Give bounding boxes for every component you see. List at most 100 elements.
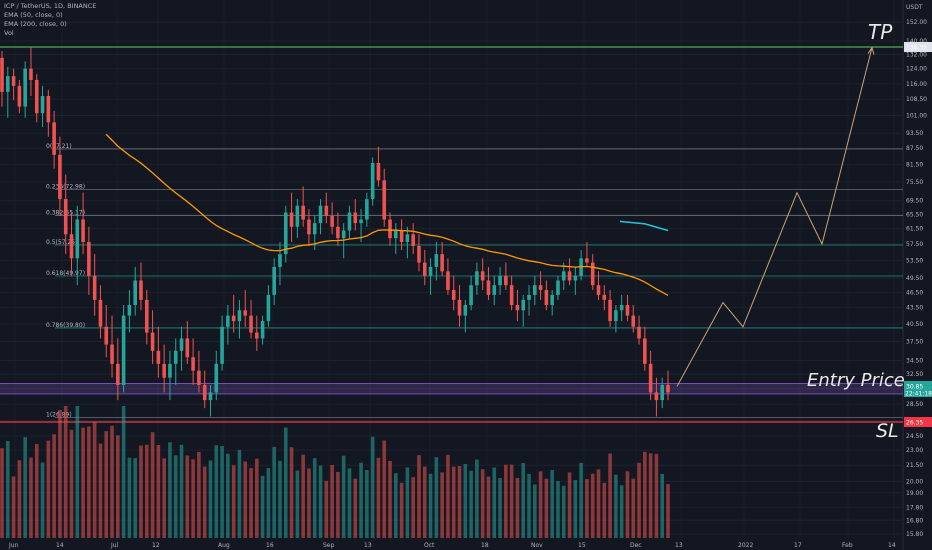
candle-body bbox=[266, 294, 271, 322]
candle-body bbox=[370, 163, 375, 200]
candle bbox=[463, 299, 468, 333]
candle-body bbox=[533, 285, 537, 295]
y-tick-label: 108.50 bbox=[906, 96, 927, 103]
candle bbox=[353, 199, 358, 231]
volume-bar bbox=[394, 473, 398, 538]
candle bbox=[29, 47, 33, 96]
volume-bar bbox=[127, 457, 132, 538]
candle bbox=[648, 350, 653, 401]
candle bbox=[585, 242, 589, 267]
volume-bar bbox=[214, 445, 219, 538]
volume-bar bbox=[399, 482, 404, 538]
candle-body bbox=[399, 230, 404, 243]
candle-body bbox=[272, 266, 276, 295]
stop-loss-label: SL bbox=[876, 420, 899, 442]
candle bbox=[191, 338, 195, 385]
candle-body bbox=[307, 219, 311, 235]
candle bbox=[480, 258, 485, 290]
volume-bar bbox=[29, 457, 33, 538]
candle-body bbox=[422, 262, 427, 276]
candle bbox=[573, 266, 578, 295]
candle bbox=[446, 258, 450, 295]
candle-body bbox=[388, 219, 392, 239]
volume-bar bbox=[197, 452, 201, 538]
candle-body bbox=[509, 285, 514, 306]
volume-bar bbox=[527, 473, 531, 538]
candle-body bbox=[121, 315, 126, 385]
candle-body bbox=[469, 285, 473, 306]
candle bbox=[504, 262, 508, 290]
volume-bar bbox=[23, 437, 27, 538]
volume-bar bbox=[666, 484, 670, 538]
y-tick-label: 43.50 bbox=[906, 305, 923, 312]
volume-bar bbox=[87, 426, 91, 538]
candle bbox=[399, 219, 404, 251]
candle-body bbox=[249, 315, 253, 333]
y-tick-label: 15.80 bbox=[906, 531, 923, 538]
chart-legend: ICP / TetherUS, 1D, BINANCE EMA (50, clo… bbox=[4, 2, 96, 38]
volume-bar bbox=[660, 473, 665, 538]
candle bbox=[92, 254, 97, 316]
volume-bar bbox=[52, 434, 56, 538]
y-tick-label: 37.50 bbox=[906, 338, 923, 345]
volume-bar bbox=[446, 454, 450, 538]
candle-body bbox=[428, 266, 433, 276]
y-tick-label: 53.50 bbox=[906, 257, 923, 264]
price-axis bbox=[903, 0, 932, 550]
candle-body bbox=[162, 363, 166, 378]
candle-body bbox=[208, 392, 213, 401]
candle bbox=[220, 315, 224, 371]
volume-bar bbox=[121, 406, 126, 538]
x-tick-label: 13 bbox=[364, 542, 372, 549]
volume-bar bbox=[469, 470, 473, 538]
y-tick-label: 65.50 bbox=[906, 211, 923, 218]
volume-bar bbox=[295, 470, 300, 538]
candle bbox=[289, 192, 294, 243]
volume-bar bbox=[139, 445, 143, 538]
volume-bar bbox=[347, 468, 352, 538]
volume-bar bbox=[301, 454, 305, 538]
volume-bar bbox=[619, 485, 624, 538]
candle bbox=[237, 299, 242, 339]
y-tick-label: 32.50 bbox=[906, 371, 923, 378]
volume-bar bbox=[359, 462, 363, 538]
candle-body bbox=[353, 212, 358, 224]
candle bbox=[110, 315, 114, 378]
candle bbox=[40, 85, 45, 128]
volume-bar bbox=[243, 461, 248, 538]
projection-path bbox=[676, 47, 873, 387]
candle bbox=[214, 350, 219, 401]
legend-ema50: EMA (50, close, 0) bbox=[4, 11, 63, 19]
candle-body bbox=[596, 285, 601, 295]
volume-bar bbox=[550, 470, 554, 538]
candle bbox=[150, 310, 155, 364]
candle-body bbox=[451, 289, 456, 300]
x-tick-label: Oct bbox=[424, 542, 435, 549]
candle bbox=[116, 338, 120, 401]
volume-bar bbox=[515, 477, 520, 538]
volume-bar bbox=[457, 466, 462, 538]
candle-body bbox=[0, 57, 4, 92]
x-tick-label: Aug bbox=[218, 542, 230, 549]
fib-level-label: 0.618(49.97) bbox=[46, 270, 85, 277]
candle-body bbox=[34, 79, 39, 114]
candle-body bbox=[231, 315, 236, 322]
candle bbox=[17, 79, 22, 114]
volume-bar bbox=[289, 447, 294, 538]
candle-body bbox=[654, 392, 659, 401]
candle-body bbox=[475, 271, 479, 286]
entry-price-label: Entry Price bbox=[807, 370, 905, 391]
candle bbox=[515, 289, 520, 322]
candle bbox=[69, 212, 74, 276]
candle-body bbox=[295, 205, 300, 227]
candle bbox=[411, 223, 415, 255]
candle-body bbox=[382, 180, 387, 220]
volume-bar bbox=[226, 453, 230, 538]
candle-body bbox=[220, 326, 224, 364]
candle bbox=[144, 289, 149, 345]
y-tick-label: 61.50 bbox=[906, 226, 923, 233]
legend-vol: Vol bbox=[4, 29, 14, 37]
candle-body bbox=[538, 285, 543, 290]
ema200-line bbox=[619, 220, 669, 232]
